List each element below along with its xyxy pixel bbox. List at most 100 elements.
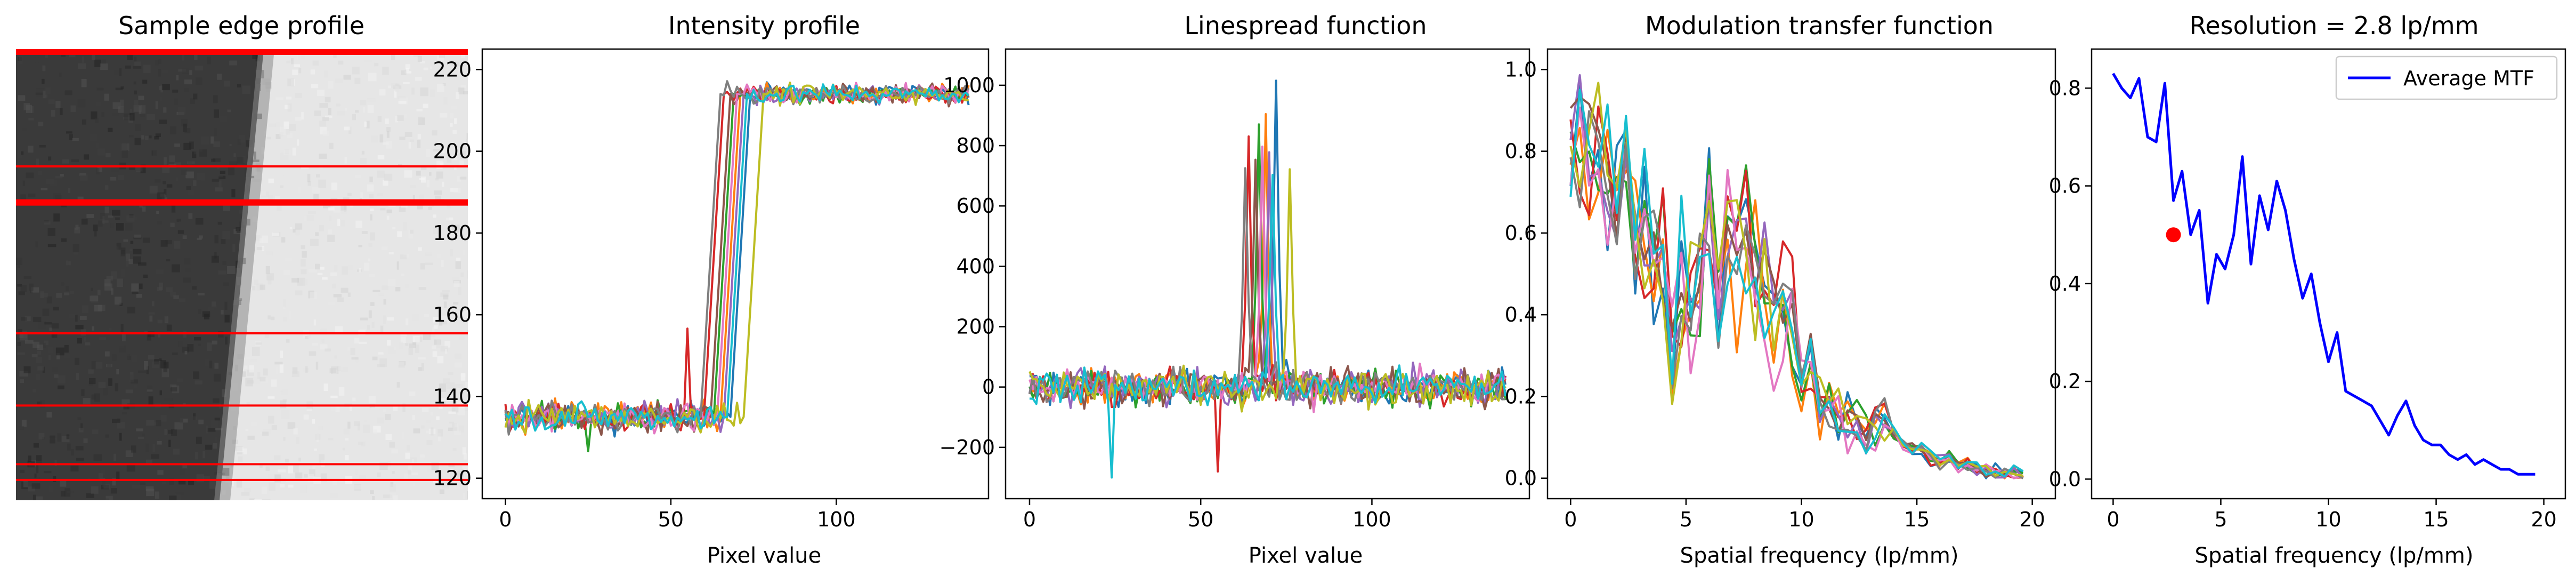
image-texture: [432, 327, 435, 333]
image-texture: [460, 150, 466, 159]
image-texture: [287, 132, 293, 139]
image-texture: [444, 102, 448, 108]
image-texture: [415, 77, 422, 81]
image-texture: [17, 342, 21, 346]
image-texture: [91, 287, 93, 291]
image-texture: [380, 208, 386, 211]
image-texture: [341, 367, 348, 372]
image-texture: [268, 415, 274, 424]
image-texture: [465, 382, 468, 389]
image-texture: [140, 114, 145, 117]
image-texture: [315, 434, 321, 440]
image-texture: [369, 177, 373, 182]
image-texture: [271, 425, 277, 430]
image-texture: [295, 93, 302, 98]
intensity-ytick-label: 160: [433, 303, 472, 326]
image-texture: [66, 434, 70, 439]
image-texture: [129, 109, 132, 113]
image-texture: [418, 357, 426, 360]
image-texture: [377, 418, 384, 424]
image-texture: [363, 425, 370, 433]
image-texture: [141, 105, 146, 114]
image-texture: [255, 342, 262, 345]
linespread-ytick-label: 0: [982, 375, 995, 399]
image-texture: [466, 133, 468, 140]
image-texture: [421, 425, 425, 429]
image-texture: [463, 91, 468, 94]
image-texture: [128, 167, 135, 170]
image-texture: [465, 229, 468, 236]
image-texture: [305, 366, 308, 373]
image-texture: [109, 327, 112, 331]
image-texture: [412, 195, 415, 203]
image-texture: [197, 237, 202, 241]
image-texture: [232, 244, 236, 252]
image-texture: [33, 443, 39, 448]
image-texture: [421, 363, 424, 371]
image-texture: [433, 214, 436, 218]
image-texture: [301, 259, 306, 267]
image-texture: [430, 90, 435, 97]
image-texture: [168, 439, 171, 447]
resolution-xtick-label: 20: [2531, 508, 2556, 531]
image-content: [16, 49, 468, 503]
image-texture: [66, 260, 69, 266]
image-texture: [389, 442, 395, 448]
image-texture: [129, 135, 134, 138]
image-texture: [384, 173, 393, 181]
image-texture: [260, 191, 266, 196]
resolution-xtick-label: 0: [2107, 508, 2119, 531]
image-texture: [439, 383, 447, 392]
image-texture: [93, 225, 98, 231]
image-texture: [31, 483, 40, 489]
image-texture: [401, 432, 405, 440]
image-texture: [104, 283, 112, 291]
image-texture: [57, 433, 62, 442]
mtf-xtick-label: 0: [1564, 508, 1577, 531]
image-texture: [431, 427, 434, 436]
image-texture: [255, 235, 261, 241]
image-texture: [18, 291, 25, 295]
image-texture: [319, 103, 328, 108]
image-texture: [64, 345, 69, 353]
image-texture: [345, 454, 349, 461]
image-texture: [147, 389, 153, 392]
image-texture: [152, 150, 159, 158]
image-texture: [75, 315, 78, 322]
image-texture: [75, 325, 84, 330]
image-texture: [91, 111, 98, 119]
image-texture: [262, 246, 264, 252]
image-texture: [134, 61, 141, 67]
image-texture: [127, 55, 133, 60]
image-texture: [155, 60, 159, 66]
image-texture: [171, 429, 177, 436]
linespread-ytick-label: 200: [956, 315, 995, 339]
image-texture: [304, 215, 307, 222]
image-texture: [247, 435, 255, 440]
image-texture: [386, 209, 392, 213]
image-texture: [415, 500, 423, 503]
image-texture: [116, 223, 124, 231]
image-texture: [94, 59, 101, 67]
image-texture: [409, 343, 416, 348]
image-texture: [81, 78, 87, 87]
image-texture: [164, 429, 167, 435]
image-texture: [159, 282, 164, 290]
image-texture: [74, 227, 80, 234]
resolution-plot: 0 5 10 15 20 0.0 0.2 0.4 0.6 0.8 Average MTF: [2049, 48, 2566, 531]
image-texture: [171, 387, 177, 391]
image-texture: [44, 94, 47, 98]
image-texture: [322, 130, 329, 136]
image-texture: [44, 221, 51, 225]
image-texture: [262, 431, 269, 436]
image-texture: [466, 139, 468, 143]
image-texture: [400, 254, 407, 260]
image-texture: [380, 325, 384, 334]
image-texture: [66, 261, 71, 266]
image-texture: [295, 472, 303, 478]
image-texture: [458, 70, 461, 75]
image-texture: [278, 132, 283, 137]
image-texture: [410, 229, 414, 234]
image-texture: [103, 484, 110, 489]
image-texture: [176, 378, 184, 382]
